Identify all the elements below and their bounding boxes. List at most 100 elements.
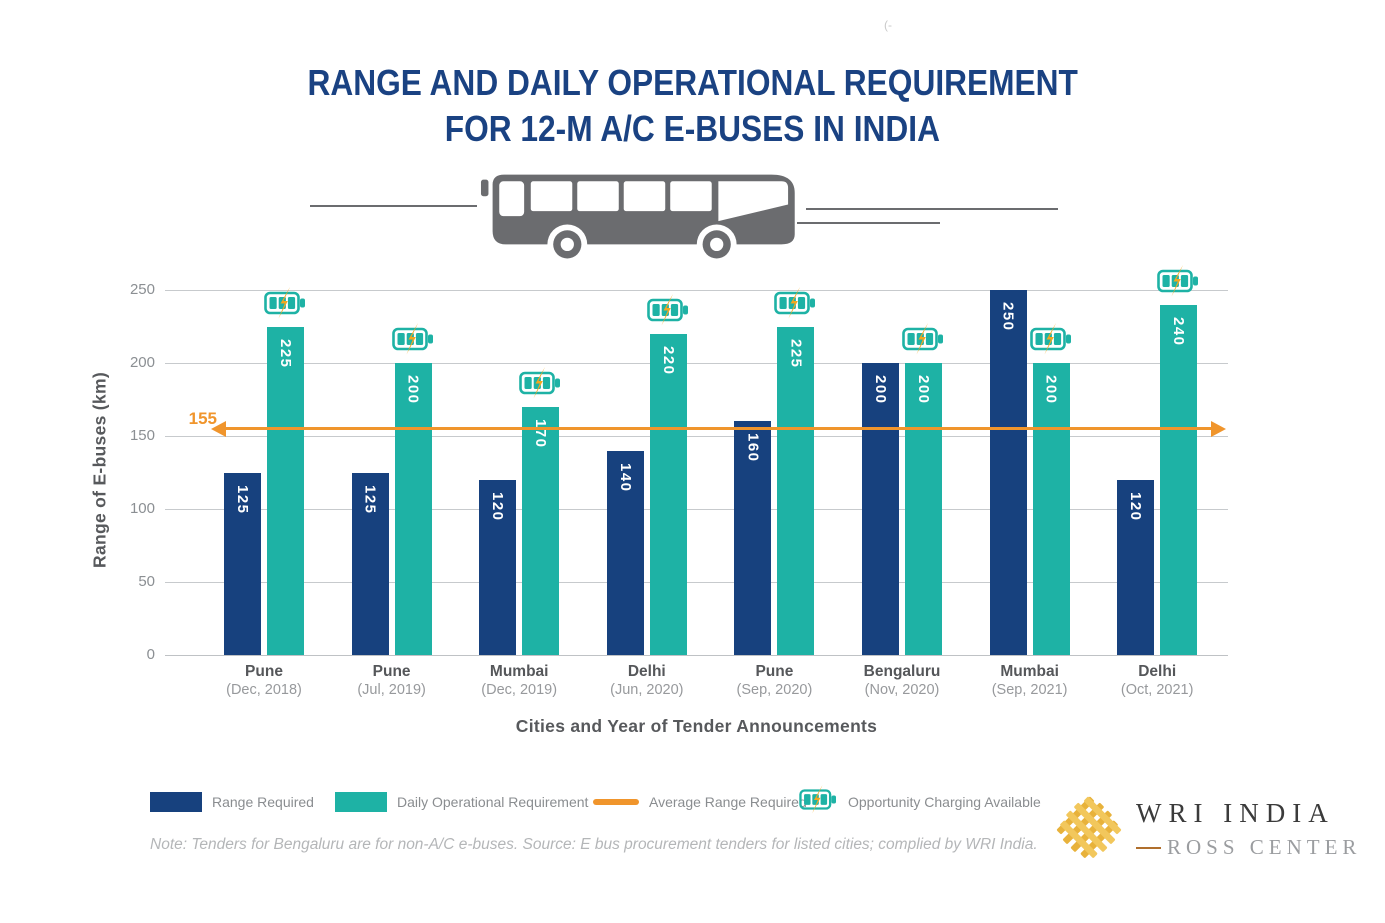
opportunity-charging-battery-icon — [901, 323, 945, 359]
x-axis-city-label: Mumbai — [1000, 663, 1059, 680]
bar-daily-operational-requirement: 225 — [267, 326, 304, 655]
bar-value-label: 200 — [1042, 375, 1060, 405]
gridline — [165, 508, 1228, 510]
x-axis-date-label: (Sep, 2021) — [991, 682, 1068, 698]
x-axis-date-label: (Dec, 2019) — [481, 682, 558, 698]
y-axis-tick-label: 50 — [138, 573, 155, 590]
bar-value-label: 125 — [234, 484, 251, 515]
bar-value-label: 170 — [532, 418, 550, 449]
opportunity-charging-battery-icon — [1156, 264, 1200, 301]
gridline — [165, 435, 1228, 437]
opportunity-charging-battery-icon — [391, 323, 435, 359]
bar-range-required: 140 — [606, 450, 644, 655]
opportunity-charging-battery-icon — [263, 286, 307, 323]
bar-daily-operational-requirement: 200 — [905, 363, 942, 655]
y-axis-tick-label: 200 — [129, 354, 155, 371]
logo-org-name: WRI INDIA — [1136, 798, 1335, 828]
arrow-right-icon — [1211, 420, 1226, 437]
arrow-left-icon — [211, 420, 226, 437]
plot-area: 155 0 50 100 150 200 250 125 225 125 200 120 170 … — [130, 264, 1228, 663]
bar-range-required: 125 — [351, 472, 389, 655]
gridline — [165, 362, 1228, 364]
bar-group: 250 200 — [989, 290, 1073, 655]
legend-swatch-daily-operational — [335, 792, 387, 812]
x-axis-date-label: (Oct, 2021) — [1120, 682, 1194, 698]
gridline — [165, 581, 1228, 583]
bar-daily-operational-requirement: 225 — [777, 326, 815, 655]
road-line-right-lower — [797, 222, 940, 225]
x-axis-title: Cities and Year of Tender Announcements — [515, 716, 878, 736]
bar-value-label: 120 — [1127, 491, 1145, 522]
x-axis-city-label: Mumbai — [489, 663, 549, 680]
road-line-right-upper — [806, 208, 1058, 211]
x-axis-city-label: Delhi — [1138, 663, 1177, 680]
x-axis-date-label: (Jul, 2019) — [357, 682, 426, 698]
average-line-value-label: 155 — [188, 408, 217, 428]
bar-value-label: 200 — [872, 375, 889, 405]
bar-daily-operational-requirement: 220 — [649, 333, 687, 655]
legend-swatch-average-line — [593, 799, 639, 805]
bar-value-label: 250 — [999, 302, 1017, 332]
x-axis-city-label: Pune — [755, 663, 794, 680]
y-axis-tick-label: 100 — [129, 500, 155, 517]
x-axis-city-label: Pune — [245, 663, 283, 680]
bar-daily-operational-requirement: 170 — [522, 406, 560, 655]
bar-value-label: 240 — [1170, 316, 1188, 347]
bar-group: 200 200 — [862, 290, 945, 655]
bar-value-label: 225 — [277, 338, 294, 369]
bar-value-label: 220 — [659, 345, 677, 376]
legend-label: Range Required — [212, 794, 314, 810]
legend-label: Average Range Required — [649, 794, 807, 810]
opportunity-charging-battery-icon — [1029, 323, 1073, 359]
scan-artifact: (- — [884, 18, 892, 32]
chart-title: RANGE AND DAILY OPERATIONAL REQUIREMENT … — [0, 60, 1385, 152]
bar-group: 120 170 — [479, 290, 562, 655]
logo-sub-name: ROSS CENTER — [1167, 835, 1362, 859]
y-axis-tick-label: 150 — [129, 427, 155, 444]
bar-daily-operational-requirement: 200 — [394, 363, 432, 655]
x-axis-city-label: Pune — [372, 663, 411, 680]
chart-title-line2: FOR 12-M A/C E-BUSES IN INDIA — [444, 108, 941, 149]
bar-value-label: 200 — [915, 375, 932, 405]
y-axis-tick-label: 0 — [146, 646, 155, 663]
bar-range-required: 250 — [989, 290, 1027, 655]
bar-value-label: 160 — [744, 433, 762, 463]
bar-value-label: 140 — [616, 462, 634, 493]
average-range-line — [225, 426, 1211, 431]
bar-range-required: 120 — [479, 479, 517, 655]
bar-range-required: 125 — [224, 472, 261, 655]
x-axis-date-label: (Dec, 2018) — [226, 682, 302, 698]
bar-range-required: 120 — [1117, 479, 1155, 655]
bar-group: 125 225 — [224, 286, 307, 655]
bar-range-required: 200 — [862, 363, 899, 655]
bar-daily-operational-requirement: 240 — [1160, 304, 1198, 655]
wri-logo: WRI INDIA ROSS CENTER — [1056, 796, 1361, 862]
gridline — [165, 289, 1228, 291]
logo-dash — [1136, 846, 1161, 849]
road-line-left — [310, 205, 477, 208]
source-note: Note: Tenders for Bengaluru are for non-… — [150, 836, 1038, 853]
gridline — [165, 654, 1228, 656]
opportunity-charging-battery-icon — [518, 366, 562, 403]
chart-title-line1: RANGE AND DAILY OPERATIONAL REQUIREMENT — [307, 62, 1078, 103]
battery-icon — [798, 785, 838, 818]
legend-item-range-required: Range Required — [150, 789, 314, 815]
legend-label: Daily Operational Requirement — [397, 794, 589, 810]
opportunity-charging-battery-icon — [646, 293, 690, 330]
bar-group: 140 220 — [606, 290, 690, 655]
opportunity-charging-battery-icon — [773, 286, 817, 323]
bar-group: 125 200 — [351, 290, 435, 655]
bar-value-label: 225 — [787, 338, 805, 369]
y-axis-title: Range of E-buses (km) — [89, 372, 110, 568]
legend-item-opportunity-charging: Opportunity Charging Available — [798, 785, 1041, 818]
x-axis-date-label: (Sep, 2020) — [736, 682, 813, 698]
legend-item-daily-operational: Daily Operational Requirement — [335, 789, 588, 815]
legend-item-average-range: Average Range Required — [593, 789, 807, 815]
bar-daily-operational-requirement: 200 — [1032, 363, 1070, 655]
x-axis-date-label: (Nov, 2020) — [864, 682, 940, 698]
bar-value-label: 120 — [489, 491, 507, 522]
wri-knot-icon — [1056, 796, 1122, 858]
x-axis-city-label: Bengaluru — [863, 663, 941, 680]
bus-icon — [480, 174, 795, 261]
y-axis-tick-label: 250 — [129, 281, 155, 298]
